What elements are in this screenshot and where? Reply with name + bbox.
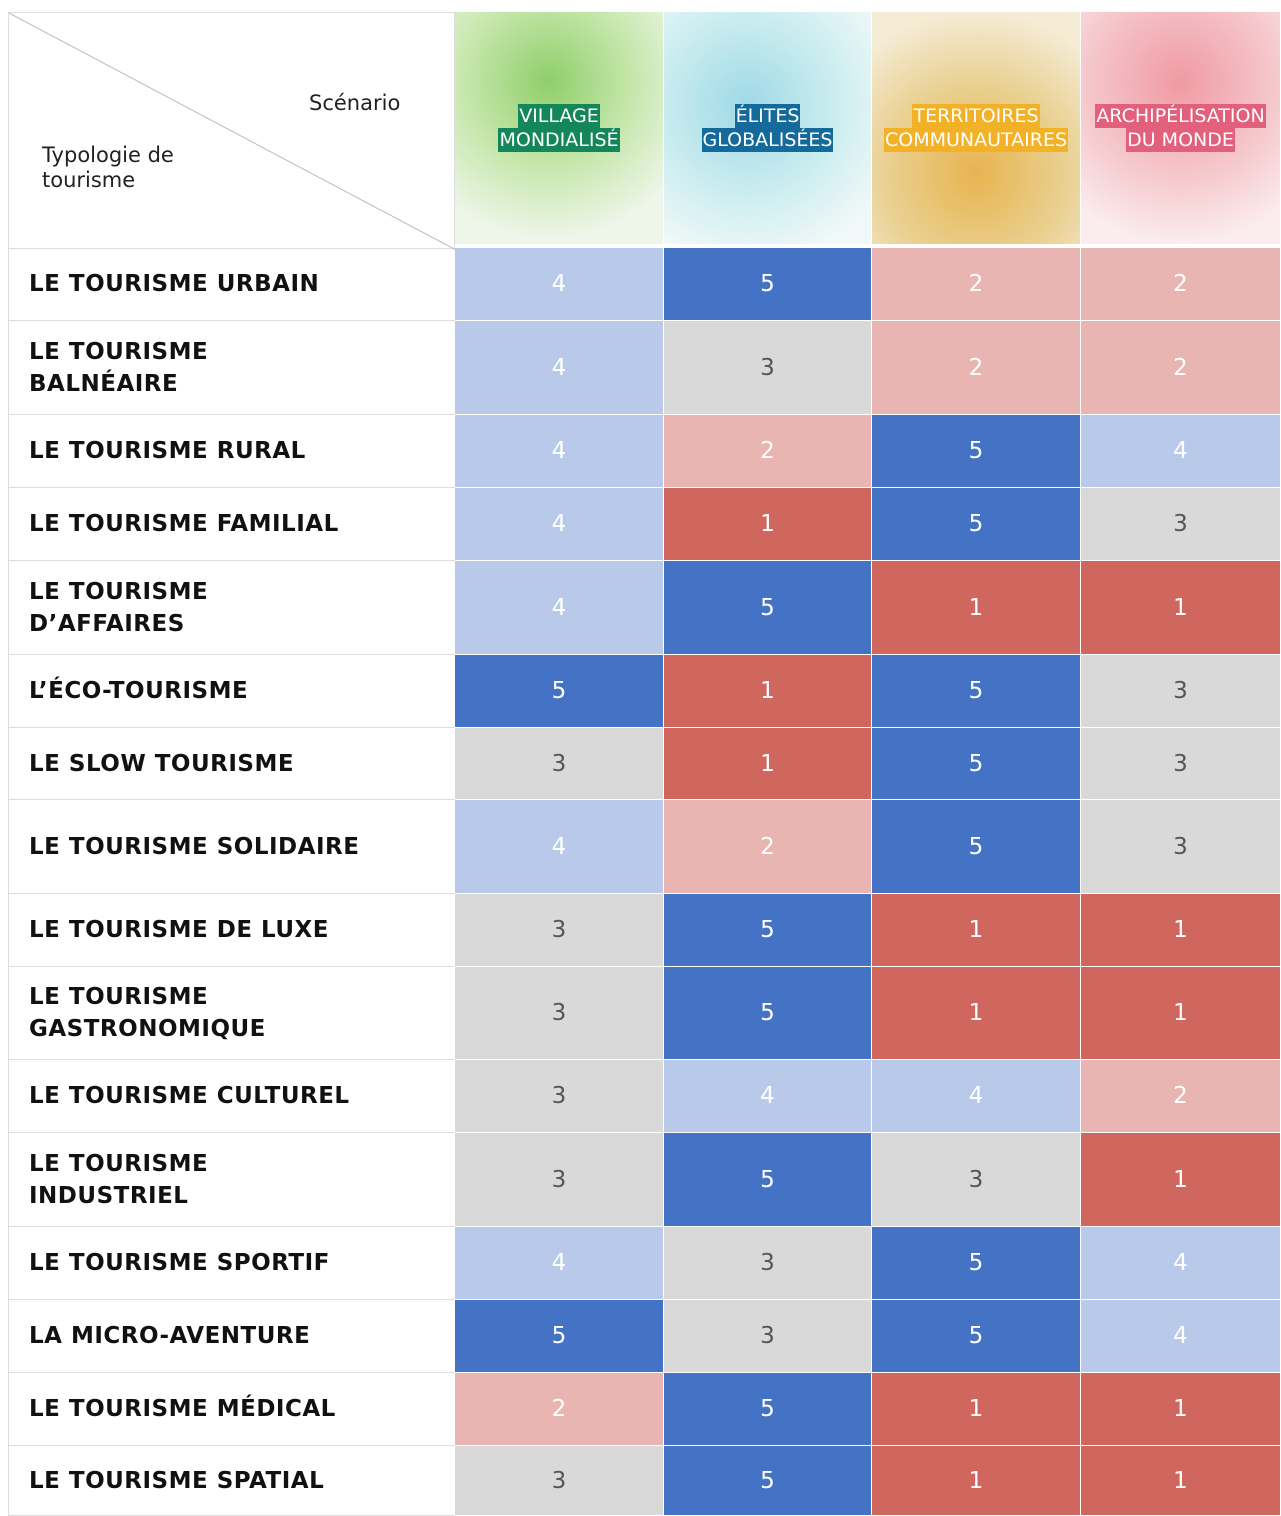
score-cell: 5 [872,488,1081,561]
score-cell: 5 [872,1300,1081,1373]
scenario-label: Scénario [309,91,400,115]
scenario-title: VILLAGE [518,104,600,128]
score-cell: 3 [1081,800,1281,894]
row-label: LE TOURISME SPORTIF [8,1227,455,1300]
score-cell: 1 [872,1373,1081,1446]
score-cell: 4 [872,1060,1081,1133]
score-cell: 5 [664,1133,872,1227]
score-cell: 1 [1081,1373,1281,1446]
score-cell: 2 [872,321,1081,415]
score-cell: 3 [872,1133,1081,1227]
score-cell: 1 [664,655,872,728]
row-label: LE TOURISME RURAL [8,415,455,488]
score-cell: 5 [664,561,872,655]
score-cell: 2 [1081,1060,1281,1133]
score-cell: 5 [664,894,872,967]
score-cell: 3 [455,894,664,967]
row-label: LE TOURISME FAMILIAL [8,488,455,561]
score-cell: 3 [664,1227,872,1300]
score-cell: 3 [455,967,664,1060]
score-cell: 5 [664,248,872,321]
scenario-title: MONDIALISÉ [498,128,619,152]
score-cell: 5 [872,1227,1081,1300]
score-cell: 1 [872,894,1081,967]
score-cell: 5 [455,655,664,728]
score-cell: 3 [664,1300,872,1373]
score-cell: 4 [455,415,664,488]
score-cell: 1 [1081,967,1281,1060]
row-label: LE TOURISME D’AFFAIRES [8,561,455,655]
score-cell: 5 [872,728,1081,800]
row-label: LE SLOW TOURISME [8,728,455,800]
row-label: LE TOURISME INDUSTRIEL [8,1133,455,1227]
scenario-title: ÉLITES [735,104,801,128]
score-cell: 1 [664,728,872,800]
row-label: LE TOURISME GASTRONOMIQUE [8,967,455,1060]
scenario-title: GLOBALISÉES [702,128,834,152]
row-label: LE TOURISME SOLIDAIRE [8,800,455,894]
typology-label: Typologie de tourisme [42,143,222,193]
score-cell: 5 [664,1446,872,1516]
score-cell: 1 [872,1446,1081,1516]
scenario-title: COMMUNAUTAIRES [884,128,1068,152]
row-label: LE TOURISME SPATIAL [8,1446,455,1516]
score-cell: 1 [1081,1446,1281,1516]
score-cell: 2 [664,800,872,894]
score-cell: 3 [1081,488,1281,561]
score-cell: 4 [1081,1227,1281,1300]
score-cell: 5 [872,415,1081,488]
row-label: LE TOURISME MÉDICAL [8,1373,455,1446]
score-cell: 1 [872,561,1081,655]
score-cell: 4 [455,248,664,321]
score-cell: 4 [455,488,664,561]
score-cell: 5 [455,1300,664,1373]
row-label: LE TOURISME CULTUREL [8,1060,455,1133]
score-cell: 1 [1081,894,1281,967]
score-cell: 2 [872,248,1081,321]
score-cell: 3 [455,1446,664,1516]
score-cell: 4 [455,800,664,894]
score-cell: 3 [1081,655,1281,728]
score-cell: 4 [455,1227,664,1300]
score-cell: 3 [455,728,664,800]
score-cell: 5 [872,655,1081,728]
row-label: LA MICRO-AVENTURE [8,1300,455,1373]
score-cell: 4 [1081,1300,1281,1373]
score-cell: 4 [455,321,664,415]
score-cell: 1 [1081,561,1281,655]
diagonal [9,13,456,250]
page: Scénario Typologie de tourisme VILLAGEMO… [0,0,1281,1516]
row-label: LE TOURISME DE LUXE [8,894,455,967]
score-cell: 3 [664,321,872,415]
score-cell: 4 [455,561,664,655]
row-label: LE TOURISME URBAIN [8,248,455,321]
score-cell: 2 [664,415,872,488]
score-cell: 1 [872,967,1081,1060]
row-label: LE TOURISME BALNÉAIRE [8,321,455,415]
score-cell: 1 [1081,1133,1281,1227]
score-cell: 4 [664,1060,872,1133]
score-cell: 4 [1081,415,1281,488]
row-label: L’ÉCO-TOURISME [8,655,455,728]
score-cell: 3 [455,1133,664,1227]
score-cell: 3 [1081,728,1281,800]
score-cell: 2 [1081,248,1281,321]
score-cell: 5 [664,1373,872,1446]
score-cell: 3 [455,1060,664,1133]
score-cell: 2 [455,1373,664,1446]
score-cell: 5 [664,967,872,1060]
score-cell: 5 [872,800,1081,894]
scenario-title: DU MONDE [1126,128,1235,152]
score-cell: 2 [1081,321,1281,415]
scenario-title: TERRITOIRES [912,104,1039,128]
score-cell: 1 [664,488,872,561]
corner-cell: Scénario Typologie de tourisme [8,12,455,249]
scenario-title: ARCHIPÉLISATION [1095,104,1265,128]
